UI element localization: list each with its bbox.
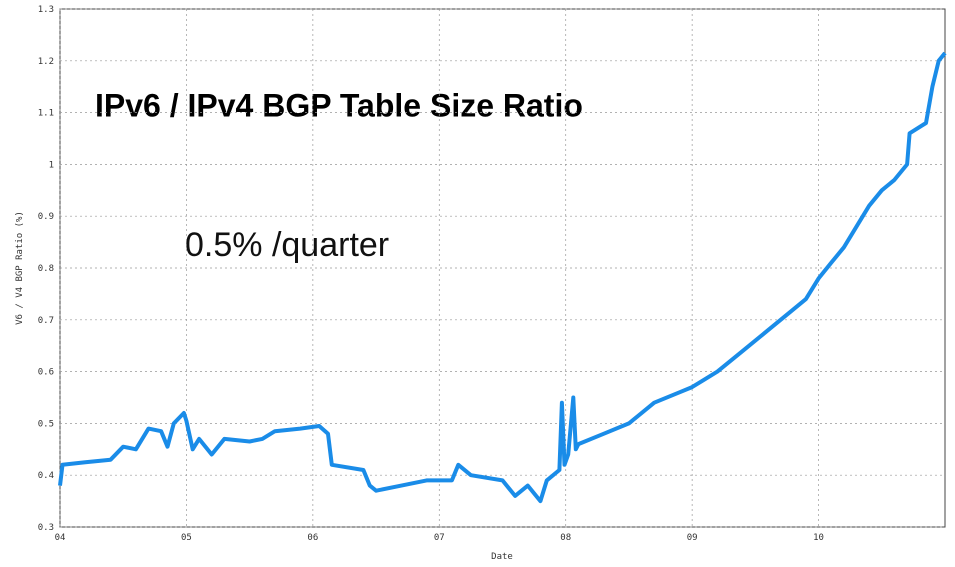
y-axis-label: V6 / V4 BGP Ratio (%) bbox=[15, 211, 25, 325]
y-tick-label: 1.1 bbox=[38, 109, 54, 119]
x-axis-label: Date bbox=[491, 552, 513, 562]
x-tick-label: 09 bbox=[687, 533, 698, 543]
annotation: 0.5% /quarter bbox=[185, 226, 389, 264]
y-tick-label: 0.4 bbox=[38, 471, 54, 481]
x-tick-label: 04 bbox=[55, 533, 66, 543]
y-tick-label: 0.7 bbox=[38, 316, 54, 326]
y-tick-label: 1 bbox=[49, 160, 54, 170]
x-tick-label: 06 bbox=[307, 533, 318, 543]
x-tick-label: 10 bbox=[813, 533, 824, 543]
x-tick-label: 08 bbox=[560, 533, 571, 543]
x-tick-label: 05 bbox=[181, 533, 192, 543]
x-tick-label: 07 bbox=[434, 533, 445, 543]
y-tick-label: 0.6 bbox=[38, 368, 54, 378]
y-tick-label: 0.3 bbox=[38, 523, 54, 533]
y-tick-label: 1.2 bbox=[38, 57, 54, 67]
data-line bbox=[58, 51, 947, 504]
y-tick-label: 0.9 bbox=[38, 212, 54, 222]
y-tick-label: 1.3 bbox=[38, 5, 54, 15]
y-tick-label: 0.8 bbox=[38, 264, 54, 274]
y-tick-label: 0.5 bbox=[38, 419, 54, 429]
chart-title: IPv6 / IPv4 BGP Table Size Ratio bbox=[95, 87, 583, 123]
